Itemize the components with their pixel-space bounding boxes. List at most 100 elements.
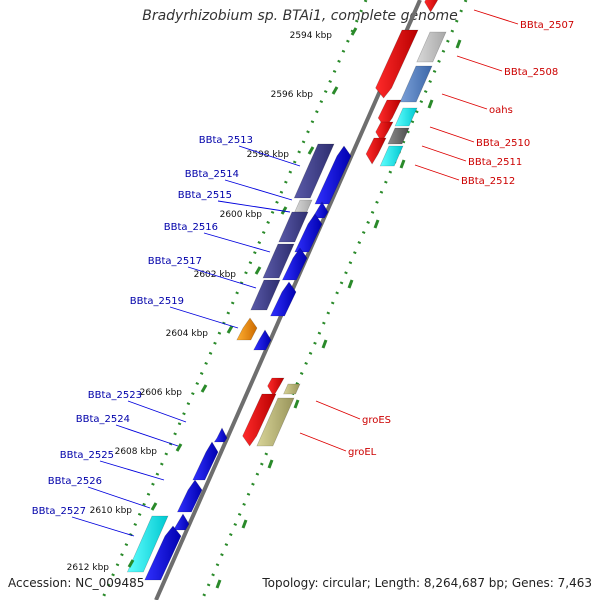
leader-line (169, 306, 239, 329)
gene-bbta-2517-arrow[interactable] (250, 279, 281, 311)
scale-label: 2594 kbp (290, 31, 333, 41)
gene-bbta-2526-arrow[interactable] (172, 513, 190, 531)
gene-label-left[interactable]: BBta_2515 (178, 190, 232, 201)
gene-label-left[interactable]: BBta_2527 (32, 506, 86, 517)
gene-label-right[interactable]: BBta_2510 (476, 138, 530, 149)
leader-line (315, 400, 361, 420)
gene-oahs-arrow[interactable] (399, 65, 433, 103)
leader-line (224, 179, 293, 201)
gene-bbta-2527-arrow[interactable] (144, 525, 182, 581)
scale-tick (350, 27, 358, 36)
gene-bbta-2512-arrow[interactable] (379, 145, 404, 167)
gene-label-right[interactable]: oahs (489, 105, 513, 116)
leader-line (238, 145, 301, 167)
scale-tick (200, 384, 208, 393)
track-tick (347, 279, 354, 289)
scale-tick (226, 325, 234, 334)
leader-line (299, 432, 347, 452)
gene-label-left[interactable]: BBta_2516 (164, 222, 218, 233)
gene-blue-f-arrow[interactable] (253, 329, 272, 351)
leader-line (414, 164, 460, 181)
scale-label: 2606 kbp (140, 388, 183, 398)
gene-red-d-arrow[interactable] (365, 137, 387, 165)
gene-bbta-2511-arrow[interactable] (387, 127, 410, 145)
track-tick (373, 219, 380, 229)
track-tick (241, 519, 248, 529)
scale-tick (331, 86, 339, 95)
gene-bbta-2510-arrow[interactable] (394, 107, 418, 127)
gene-groes-arrow[interactable] (283, 383, 301, 395)
gene-red-c-arrow[interactable] (375, 121, 394, 143)
gene-label-right[interactable]: BBta_2507 (520, 20, 574, 31)
scale-label: 2608 kbp (115, 447, 158, 457)
gene-red-a-arrow[interactable] (375, 29, 419, 99)
scale-label: 2612 kbp (67, 563, 110, 573)
leader-line (217, 200, 291, 213)
leader-line (71, 516, 135, 537)
gene-red-e-arrow[interactable] (267, 377, 285, 397)
scale-tick (307, 146, 315, 155)
track-tick (293, 399, 300, 409)
leader-line (115, 424, 179, 447)
gene-label-left[interactable]: BBta_2525 (60, 450, 114, 461)
scale-tick (254, 266, 262, 275)
gene-bbta-2519-arrow[interactable] (236, 317, 258, 341)
gene-label-right[interactable]: groES (362, 415, 391, 426)
scale-tick (150, 502, 158, 511)
gene-red-f-arrow[interactable] (242, 393, 277, 447)
scale-label: 2600 kbp (220, 210, 263, 220)
topology-label: Topology: circular; Length: 8,264,687 bp… (262, 576, 592, 590)
leader-line (203, 232, 271, 253)
gene-blue-d-arrow[interactable] (281, 247, 308, 281)
gene-bbta-2507-arrow[interactable] (424, 0, 441, 13)
track-tick (455, 39, 462, 49)
gene-bbta-2515-arrow[interactable] (278, 211, 309, 243)
scale-label: 2598 kbp (247, 150, 290, 160)
scale-label: 2596 kbp (271, 90, 314, 100)
track-tick (321, 339, 328, 349)
gene-label-left[interactable]: BBta_2523 (88, 390, 142, 401)
gene-label-left[interactable]: BBta_2514 (185, 169, 239, 180)
gene-cyan-bottom-arrow[interactable] (126, 515, 169, 573)
accession-label: Accession: NC_009485 (8, 576, 145, 590)
scale-tick (280, 206, 288, 215)
gene-blue-b-arrow[interactable] (311, 201, 329, 219)
gene-bbta-2516-arrow[interactable] (262, 243, 295, 279)
gene-bbta-2513-arrow[interactable] (293, 143, 335, 199)
track-tick (399, 159, 406, 169)
gene-label-left[interactable]: BBta_2524 (76, 414, 130, 425)
gene-label-left[interactable]: BBta_2519 (130, 296, 184, 307)
leader-line (473, 9, 519, 25)
track-tick (215, 579, 222, 589)
track-tick (427, 99, 434, 109)
scale-label: 2604 kbp (166, 329, 209, 339)
leader-line (421, 145, 467, 162)
gene-bbta-2523-arrow[interactable] (213, 427, 228, 443)
gene-bbta-2525-arrow[interactable] (176, 479, 203, 513)
gene-label-right[interactable]: BBta_2508 (504, 67, 558, 78)
leader-line (187, 266, 257, 289)
scale-label: 2610 kbp (90, 506, 133, 516)
gene-bbta-2514-gray[interactable] (294, 199, 313, 213)
gene-bbta-2524-arrow[interactable] (192, 441, 219, 481)
gene-label-left[interactable]: BBta_2513 (199, 135, 253, 146)
gene-label-right[interactable]: groEL (348, 447, 377, 458)
scale-tick (175, 443, 183, 452)
scale-tick (127, 559, 135, 568)
gene-bbta-2508-arrow[interactable] (416, 31, 447, 63)
track-tick (267, 459, 274, 469)
leader-line (429, 126, 475, 143)
gene-label-left[interactable]: BBta_2517 (148, 256, 202, 267)
leader-line (99, 460, 165, 481)
leader-line (441, 93, 488, 110)
gene-label-right[interactable]: BBta_2511 (468, 157, 522, 168)
leader-line (456, 55, 503, 72)
genome-title: Bradyrhizobium sp. BTAi1, complete genom… (142, 8, 458, 24)
leader-line (127, 400, 187, 423)
gene-label-right[interactable]: BBta_2512 (461, 176, 515, 187)
gene-label-left[interactable]: BBta_2526 (48, 476, 102, 487)
gene-blue-e-arrow[interactable] (270, 281, 297, 317)
gene-groel-arrow[interactable] (256, 397, 295, 447)
leader-line (87, 486, 151, 509)
